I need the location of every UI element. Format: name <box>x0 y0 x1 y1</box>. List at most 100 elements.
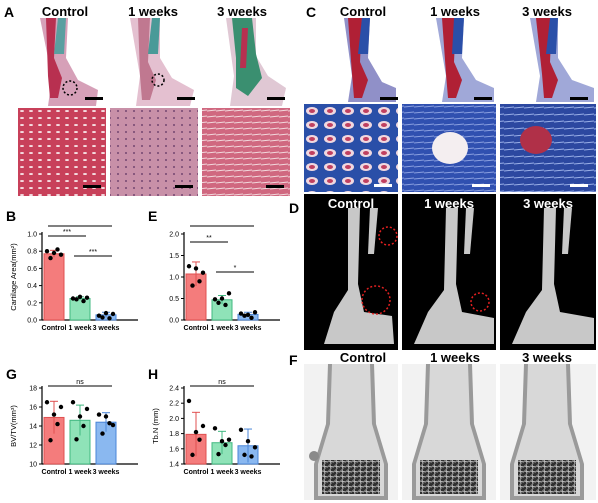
chart-g: 10 12 14 16 18 BV/TV(mm³) Control 1 week 3 weeks… <box>9 379 138 476</box>
panel-label-b: B <box>6 208 17 224</box>
data-point <box>242 452 247 458</box>
x-tick-label: 3 weeks <box>235 325 262 332</box>
x-tick-label: Control <box>184 325 209 332</box>
data-point <box>107 420 112 426</box>
scale-bar <box>474 97 492 100</box>
y-tick-label: 16 <box>29 405 37 412</box>
x-tick-label: Control <box>42 325 67 332</box>
y-tick-label: 1.8 <box>169 431 179 438</box>
y-axis-label: BV/TV(mm³) <box>9 405 18 447</box>
y-tick-label: 1.6 <box>169 446 179 453</box>
data-point <box>186 398 192 404</box>
y-tick-label: 0.8 <box>27 249 37 256</box>
data-point <box>100 431 105 436</box>
panel-d-images <box>304 194 596 350</box>
panel-label-d: D <box>289 200 300 216</box>
panel-c-zoom-images <box>304 104 596 192</box>
data-point <box>200 423 206 429</box>
data-point <box>74 297 79 302</box>
data-point <box>226 437 232 442</box>
data-point <box>249 454 254 459</box>
data-point <box>252 310 258 315</box>
x-tick-label: 3 weeks <box>93 469 120 476</box>
panel-a-overview-images <box>18 18 290 106</box>
data-point <box>110 422 116 428</box>
data-point <box>48 255 53 261</box>
panel-label-c: C <box>306 4 317 20</box>
panel-label-e: E <box>148 208 158 224</box>
panel-c-overview-control <box>304 18 398 102</box>
data-point <box>212 426 218 431</box>
data-point <box>55 247 60 252</box>
y-tick-label: 0.2 <box>27 300 37 307</box>
scale-bar <box>83 185 101 188</box>
chart-h: 1.4 1.6 1.8 2.0 2.2 2.4 Tb.N (mm) Control 1 week… <box>151 379 280 476</box>
y-tick-label: 0.5 <box>169 296 179 303</box>
panel-f-title-3weeks: 3 weeks <box>522 350 572 365</box>
panel-d-lesion-marker <box>470 292 490 312</box>
x-tick-label: Control <box>42 469 67 476</box>
bar <box>43 253 65 321</box>
panel-c-zoom-control <box>304 104 398 192</box>
data-point <box>107 316 112 321</box>
panel-c-overview-images <box>304 18 596 102</box>
panel-a-overview-control <box>18 18 106 106</box>
data-point <box>55 421 60 427</box>
y-tick-label: 14 <box>29 424 37 431</box>
data-point <box>249 315 254 321</box>
significance-label: ns <box>76 379 84 386</box>
data-point <box>70 296 76 301</box>
data-point <box>245 312 251 318</box>
data-point <box>110 311 116 317</box>
y-axis-label: Tb.N (mm) <box>151 408 160 444</box>
data-point <box>223 302 228 308</box>
data-point <box>58 252 64 257</box>
data-point <box>242 313 247 318</box>
scale-bar <box>570 97 588 100</box>
x-tick-label: 1 week <box>69 325 92 332</box>
panel-d-title-3weeks: 3 weeks <box>523 196 573 211</box>
data-point <box>100 315 105 320</box>
data-point <box>84 406 90 412</box>
y-tick-label: 1.4 <box>169 462 179 469</box>
data-point <box>216 300 221 305</box>
panel-a-title-1week: 1 weeks <box>128 4 178 19</box>
y-tick-label: 1.0 <box>169 275 179 282</box>
scale-bar <box>380 97 398 100</box>
panel-f-images <box>304 364 596 500</box>
significance-label: ** <box>206 235 212 242</box>
panel-d-title-1week: 1 weeks <box>424 196 474 211</box>
data-point <box>238 427 244 432</box>
y-tick-label: 0.4 <box>27 283 37 290</box>
panel-f-title-control: Control <box>339 350 387 365</box>
panel-label-h: H <box>148 366 159 382</box>
panel-f-title-1week: 1 weeks <box>430 350 480 365</box>
data-point <box>219 296 225 301</box>
x-tick-label: 3 weeks <box>235 469 262 476</box>
significance-label: ns <box>218 379 226 386</box>
panel-c-overview-3weeks <box>500 18 596 102</box>
y-tick-label: 10 <box>29 462 37 469</box>
y-tick-label: 2.4 <box>169 386 179 393</box>
panel-label-a: A <box>4 4 15 20</box>
panel-a-title-3weeks: 3 weeks <box>217 4 267 19</box>
y-tick-label: 18 <box>29 386 37 393</box>
y-tick-label: 0.6 <box>27 266 37 273</box>
panel-f-image-control <box>304 364 398 500</box>
data-point <box>44 249 50 254</box>
data-point <box>48 438 53 443</box>
y-tick-label: 2.0 <box>169 232 179 239</box>
y-axis-label: Cartilage Area(mm²) <box>9 243 18 311</box>
y-tick-label: 2.2 <box>169 401 179 408</box>
data-point <box>186 264 192 269</box>
data-point <box>223 442 228 448</box>
panel-a-zoom-1week <box>110 108 198 196</box>
y-tick-label: 2.0 <box>169 416 179 423</box>
data-point <box>219 439 225 444</box>
data-point <box>190 452 195 458</box>
data-point <box>81 298 86 304</box>
panel-c-title-1week: 1 weeks <box>430 4 480 19</box>
data-point <box>197 279 202 284</box>
data-point <box>190 283 195 288</box>
data-point <box>226 291 232 296</box>
